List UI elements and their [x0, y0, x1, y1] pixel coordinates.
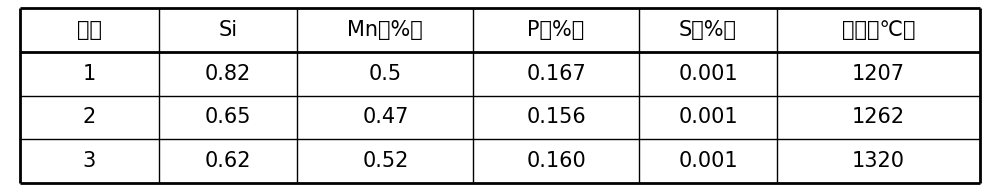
Text: 温度（℃）: 温度（℃）: [842, 20, 915, 40]
Text: S（%）: S（%）: [679, 20, 737, 40]
Text: 0.47: 0.47: [362, 108, 409, 127]
Text: 1262: 1262: [852, 108, 905, 127]
Text: 0.62: 0.62: [205, 151, 251, 171]
Text: 0.160: 0.160: [526, 151, 586, 171]
Text: 0.001: 0.001: [678, 108, 738, 127]
Text: 3: 3: [83, 151, 96, 171]
Text: 标号: 标号: [77, 20, 102, 40]
Text: 0.001: 0.001: [678, 151, 738, 171]
Text: 0.65: 0.65: [205, 108, 251, 127]
Text: Mn（%）: Mn（%）: [347, 20, 423, 40]
Text: 0.001: 0.001: [678, 64, 738, 83]
Text: 0.156: 0.156: [526, 108, 586, 127]
Text: 1320: 1320: [852, 151, 905, 171]
Text: Si: Si: [218, 20, 238, 40]
Text: 0.52: 0.52: [362, 151, 409, 171]
Text: 0.82: 0.82: [205, 64, 251, 83]
Text: 0.5: 0.5: [369, 64, 402, 83]
Text: 0.167: 0.167: [526, 64, 586, 83]
Text: 1: 1: [83, 64, 96, 83]
Text: 1207: 1207: [852, 64, 905, 83]
Text: 2: 2: [83, 108, 96, 127]
Text: P（%）: P（%）: [527, 20, 585, 40]
